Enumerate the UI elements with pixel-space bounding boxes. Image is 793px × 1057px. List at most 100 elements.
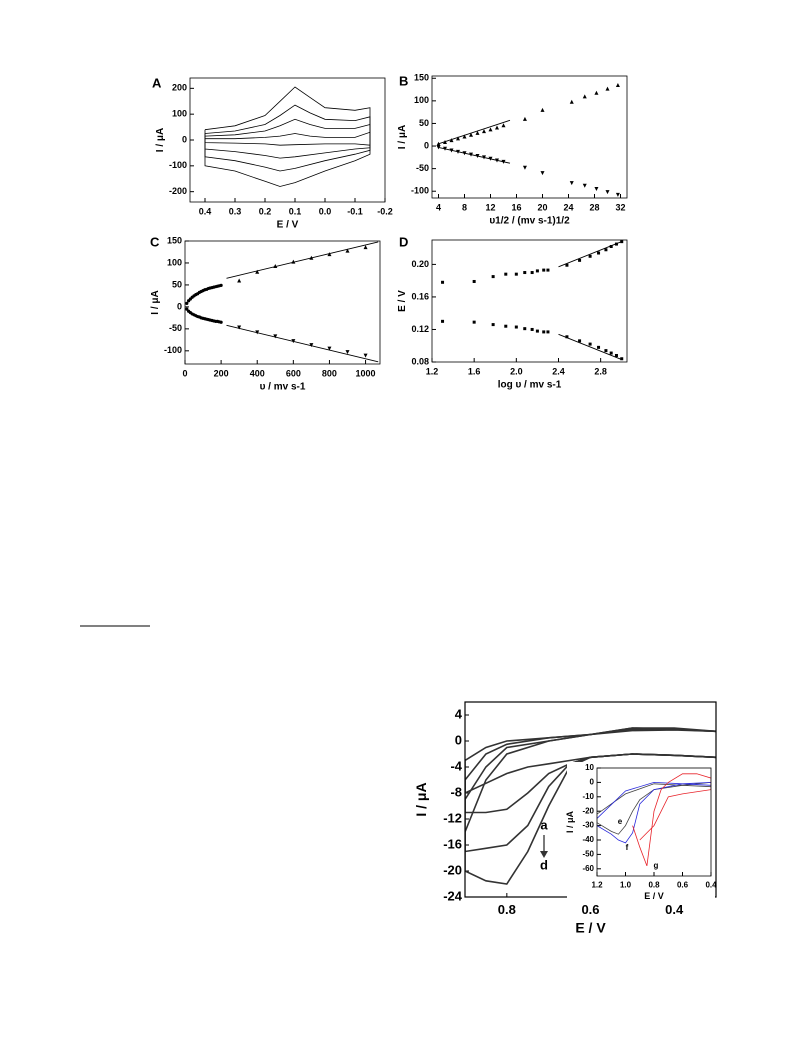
marker	[582, 94, 587, 99]
y-axis-label: I / μA	[413, 782, 429, 816]
marker	[504, 324, 508, 328]
fit-line	[558, 241, 622, 268]
plot-frame	[184, 240, 381, 365]
panel-label: A	[152, 75, 162, 90]
panel-label: C	[150, 234, 160, 249]
x-tick-label: 20	[537, 202, 547, 212]
marker	[542, 330, 546, 334]
marker	[237, 278, 242, 283]
marker	[469, 132, 473, 137]
x-tick-label: 0.4	[665, 902, 684, 917]
marker	[546, 330, 550, 334]
y-axis-label: I / μA	[397, 125, 408, 149]
marker	[472, 279, 476, 283]
marker	[327, 252, 332, 257]
y-tick-label: -24	[443, 888, 463, 903]
marker	[594, 90, 599, 95]
x-tick-label: -0.2	[377, 206, 393, 216]
curve	[204, 131, 371, 146]
fit-line	[438, 146, 511, 164]
y-tick-label: 50	[419, 118, 429, 128]
marker	[185, 307, 189, 311]
marker	[530, 271, 534, 275]
x-axis-label: E / V	[277, 219, 299, 230]
y-tick-label: -200	[169, 186, 187, 196]
y-tick-label: -60	[582, 864, 594, 873]
y-tick-label: -12	[443, 810, 462, 825]
marker	[441, 280, 445, 284]
marker	[514, 325, 518, 329]
x-axis-label: E / V	[575, 920, 606, 936]
x-tick-label: 1.6	[468, 366, 481, 376]
x-tick-label: 12	[485, 202, 495, 212]
marker	[588, 342, 592, 346]
marker	[620, 240, 624, 244]
marker	[605, 86, 610, 91]
marker	[565, 335, 569, 339]
x-tick-label: 0.1	[289, 206, 302, 216]
x-tick-label: 0.0	[319, 206, 332, 216]
y-tick-label: -10	[582, 792, 594, 801]
curve	[597, 781, 711, 844]
x-axis-label: log υ / mv s-1	[498, 379, 562, 390]
plot-frame	[596, 767, 712, 877]
marker	[449, 138, 454, 143]
y-tick-label: -100	[169, 160, 187, 170]
y-axis-label: I / μA	[565, 810, 575, 833]
x-tick-label: 1.2	[426, 366, 439, 376]
x-tick-label: 24	[563, 202, 573, 212]
curve	[465, 727, 716, 885]
marker	[185, 301, 189, 305]
marker	[609, 351, 613, 355]
marker	[491, 275, 495, 279]
x-axis-label: υ / mv s-1	[260, 381, 306, 392]
marker	[523, 327, 527, 331]
marker	[219, 283, 223, 287]
marker	[327, 346, 332, 351]
x-tick-label: 0.4	[705, 880, 717, 889]
marker	[604, 248, 608, 252]
marker	[597, 251, 601, 255]
marker	[530, 327, 534, 331]
curve	[597, 781, 711, 835]
y-tick-label: 200	[172, 83, 187, 93]
y-tick-label: -50	[416, 163, 429, 173]
marker	[456, 136, 460, 141]
marker	[514, 272, 518, 276]
x-tick-label: 2.4	[552, 366, 565, 376]
y-tick-label: -50	[582, 850, 594, 859]
x-tick-label: 28	[589, 202, 599, 212]
x-tick-label: 400	[250, 368, 265, 378]
marker	[594, 186, 599, 191]
marker	[363, 245, 368, 250]
y-tick-label: -20	[443, 862, 462, 877]
panel-label: D	[399, 234, 408, 249]
marker	[609, 245, 613, 249]
x-tick-label: 0.6	[677, 880, 689, 889]
marker	[597, 345, 601, 349]
x-tick-label: 1.2	[591, 880, 603, 889]
marker	[588, 254, 592, 258]
marker	[501, 123, 506, 128]
marker	[436, 145, 441, 150]
marker	[522, 165, 527, 170]
y-tick-label: -50	[169, 323, 182, 333]
y-tick-label: 0	[424, 140, 429, 150]
fit-line	[558, 333, 622, 361]
marker	[491, 323, 495, 327]
x-tick-label: 0	[182, 368, 187, 378]
y-tick-label: 10	[585, 763, 594, 772]
y-tick-label: 100	[414, 95, 429, 105]
y-tick-label: -40	[582, 835, 594, 844]
marker	[363, 353, 368, 358]
x-tick-label: 4	[436, 202, 441, 212]
marker	[578, 258, 582, 262]
fit-line	[226, 241, 379, 279]
marker	[542, 268, 546, 272]
y-tick-label: -20	[582, 806, 594, 815]
curve-annotation: a	[540, 817, 548, 832]
marker	[255, 269, 260, 274]
panel-label: B	[399, 73, 408, 88]
x-tick-label: 200	[214, 368, 229, 378]
